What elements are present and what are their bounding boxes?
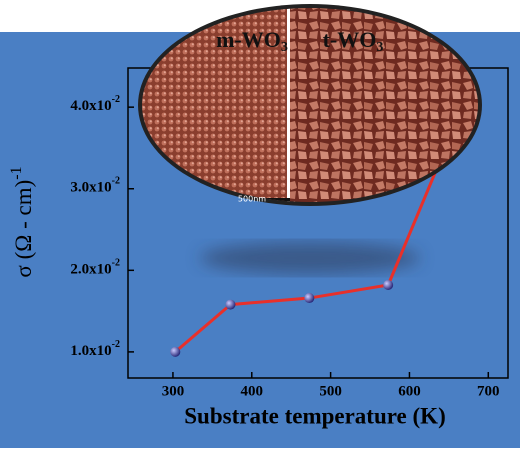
y-tick-label: 4.0x10-2 (70, 94, 120, 114)
y-tick-label: 2.0x10-2 (70, 258, 120, 278)
data-point (304, 293, 315, 304)
y-tick-label-base: 4.0x10 (70, 99, 111, 115)
y-tick-label-exponent: -2 (112, 339, 120, 350)
y-axis-title: σ (Ω - cm)-1 (8, 166, 37, 277)
shadow (200, 242, 420, 274)
y-tick-label-base: 2.0x10 (70, 262, 111, 278)
y-tick-label: 1.0x10-2 (70, 339, 120, 359)
inset-image: m-WO3 t-WO3 500nm (138, 4, 482, 206)
x-tick-label: 600 (398, 383, 421, 399)
y-tick-label-exponent: -2 (112, 258, 120, 269)
x-tick-label: 700 (477, 383, 500, 399)
y-tick-label-exponent: -2 (112, 176, 120, 187)
y-tick-label-base: 3.0x10 (70, 180, 111, 196)
y-tick-label: 3.0x10-2 (70, 176, 120, 196)
y-tick-label-exponent: -2 (112, 94, 120, 105)
x-tick-label: 400 (241, 383, 264, 399)
data-point (383, 280, 394, 290)
x-tick-label: 300 (162, 383, 185, 399)
scale-bar-label: 500nm (238, 195, 266, 204)
inset-label: m-WO3 (216, 27, 288, 55)
y-tick-label-base: 1.0x10 (70, 343, 111, 359)
x-axis-title: Substrate temperature (K) (184, 403, 445, 428)
data-point (225, 299, 236, 310)
data-point (170, 346, 181, 357)
x-tick-label: 500 (319, 383, 342, 399)
inset-label: t-WO3 (323, 27, 384, 55)
